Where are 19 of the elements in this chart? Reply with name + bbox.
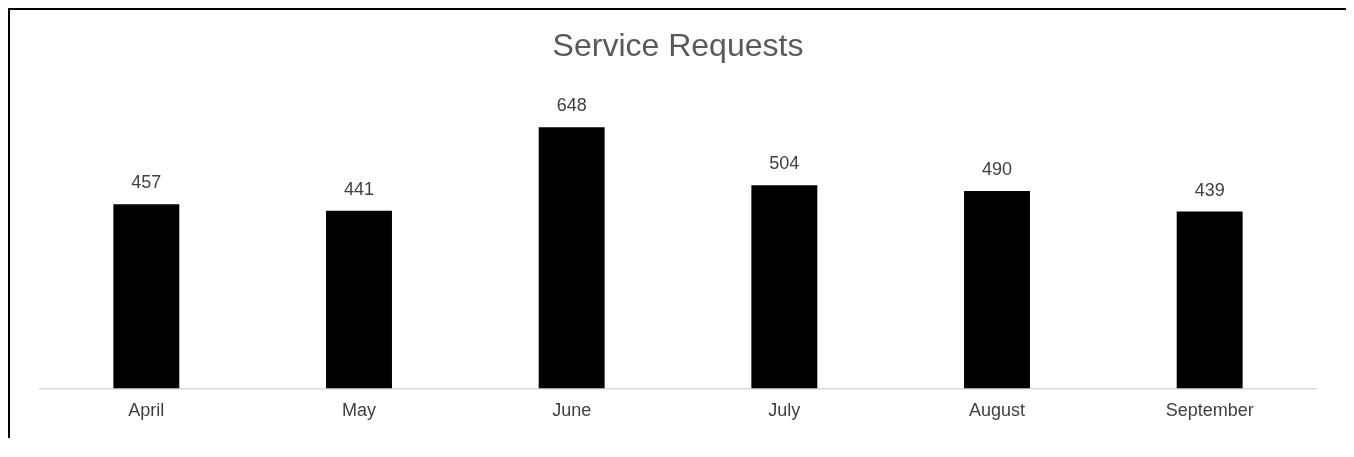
x-tick-label: April [128, 400, 165, 421]
bar [113, 204, 180, 389]
data-label: 504 [769, 153, 800, 174]
bar [326, 210, 392, 389]
bar [1176, 211, 1243, 389]
data-label: 441 [343, 178, 375, 199]
data-label: 457 [131, 172, 162, 193]
x-tick-label: September [1165, 400, 1254, 421]
bar [751, 185, 818, 389]
data-label: 439 [1194, 179, 1225, 200]
x-tick-label: May [341, 400, 377, 421]
data-label: 648 [556, 95, 587, 116]
x-tick-label: July [768, 400, 801, 421]
data-label: 490 [981, 158, 1013, 179]
bar [538, 127, 605, 389]
x-tick-label: June [552, 400, 592, 421]
x-tick-label: August [968, 400, 1026, 421]
chart-title: Service Requests [552, 27, 804, 64]
bar [964, 191, 1030, 389]
